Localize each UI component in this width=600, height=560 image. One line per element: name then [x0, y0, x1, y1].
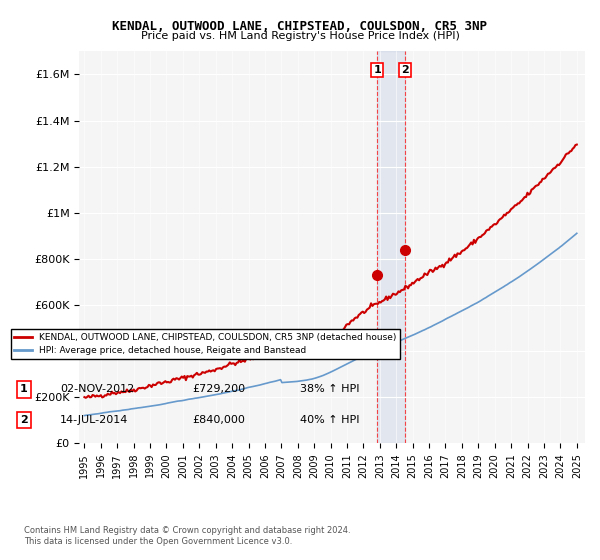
Text: Price paid vs. HM Land Registry's House Price Index (HPI): Price paid vs. HM Land Registry's House … — [140, 31, 460, 41]
Text: 38% ↑ HPI: 38% ↑ HPI — [300, 384, 359, 394]
Text: KENDAL, OUTWOOD LANE, CHIPSTEAD, COULSDON, CR5 3NP: KENDAL, OUTWOOD LANE, CHIPSTEAD, COULSDO… — [113, 20, 487, 32]
Bar — [377, 52, 405, 443]
Text: 1: 1 — [373, 65, 381, 75]
Text: Contains HM Land Registry data © Crown copyright and database right 2024.: Contains HM Land Registry data © Crown c… — [24, 526, 350, 535]
Text: 14-JUL-2014: 14-JUL-2014 — [60, 415, 128, 425]
Text: 40% ↑ HPI: 40% ↑ HPI — [300, 415, 359, 425]
Text: 1: 1 — [20, 384, 28, 394]
Text: £840,000: £840,000 — [192, 415, 245, 425]
Text: £729,200: £729,200 — [192, 384, 245, 394]
Text: This data is licensed under the Open Government Licence v3.0.: This data is licensed under the Open Gov… — [24, 537, 292, 546]
Text: 2: 2 — [401, 65, 409, 75]
Text: 2: 2 — [20, 415, 28, 425]
Legend: KENDAL, OUTWOOD LANE, CHIPSTEAD, COULSDON, CR5 3NP (detached house), HPI: Averag: KENDAL, OUTWOOD LANE, CHIPSTEAD, COULSDO… — [11, 329, 400, 359]
Text: 02-NOV-2012: 02-NOV-2012 — [60, 384, 134, 394]
